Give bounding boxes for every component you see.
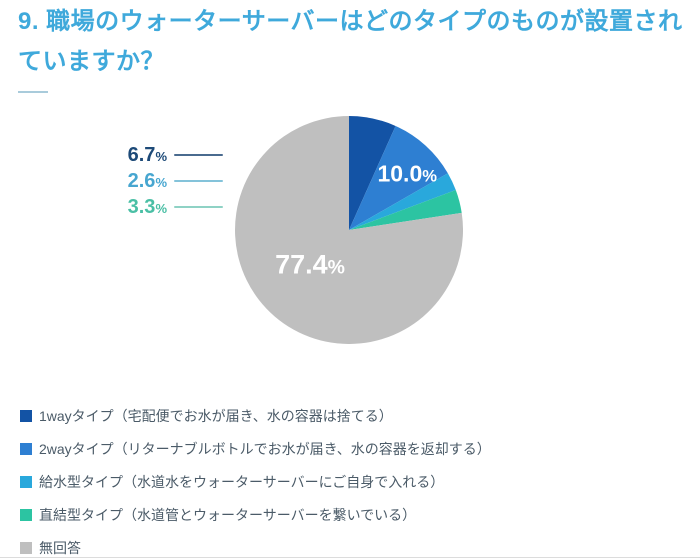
chart-legend: 1wayタイプ（宅配便でお水が届き、水の容器は捨てる） 2wayタイプ（リターナブ… bbox=[20, 406, 491, 558]
percent-sign: % bbox=[327, 256, 345, 279]
callout-leader-line bbox=[174, 154, 223, 156]
legend-label: 無回答 bbox=[39, 540, 81, 556]
slice-value-label-4: 77.4% bbox=[275, 249, 345, 280]
legend-label: 給水型タイプ（水道水をウォーターサーバーにご自身で入れる） bbox=[39, 474, 445, 490]
pie-slice-4 bbox=[235, 116, 463, 344]
legend-swatch bbox=[20, 509, 32, 521]
legend-swatch bbox=[20, 410, 32, 422]
legend-item-4: 無回答 bbox=[20, 538, 491, 558]
legend-item-1: 2wayタイプ（リターナブルボトルでお水が届き、水の容器を返却する） bbox=[20, 439, 491, 459]
callout-value-text: 3.3 bbox=[127, 196, 156, 218]
callout-leader-line bbox=[174, 206, 223, 208]
legend-label: 1wayタイプ（宅配便でお水が届き、水の容器は捨てる） bbox=[39, 408, 393, 424]
pie-slice-1 bbox=[349, 125, 448, 230]
pie-slice-0 bbox=[349, 116, 396, 230]
pie-chart bbox=[235, 116, 463, 344]
callout-labels: 6.7% 2.6% 3.3% bbox=[115, 142, 223, 220]
legend-swatch bbox=[20, 443, 32, 455]
percent-sign: % bbox=[155, 149, 167, 164]
legend-swatch bbox=[20, 476, 32, 488]
pie-slice-3 bbox=[349, 190, 462, 230]
callout-0: 6.7% bbox=[115, 142, 223, 168]
title-underline bbox=[18, 91, 48, 93]
callout-value-text: 6.7 bbox=[127, 144, 156, 166]
pie-slice-2 bbox=[349, 173, 456, 230]
callout-3: 3.3% bbox=[115, 194, 223, 220]
percent-sign: % bbox=[422, 166, 437, 186]
percent-sign: % bbox=[155, 201, 167, 216]
callout-2: 2.6% bbox=[115, 168, 223, 194]
callout-leader-line bbox=[174, 180, 223, 182]
legend-label: 直結型タイプ（水道管とウォーターサーバーを繋いでいる） bbox=[39, 507, 417, 523]
callout-value: 3.3% bbox=[115, 197, 167, 217]
slice-value-label-1: 10.0% bbox=[377, 162, 436, 185]
legend-item-0: 1wayタイプ（宅配便でお水が届き、水の容器は捨てる） bbox=[20, 406, 491, 426]
legend-swatch bbox=[20, 542, 32, 554]
callout-value-text: 2.6 bbox=[127, 170, 156, 192]
slice-value-text: 10.0 bbox=[377, 160, 423, 187]
pie-chart-area: 10.0% 77.4% bbox=[235, 116, 463, 344]
legend-label: 2wayタイプ（リターナブルボトルでお水が届き、水の容器を返却する） bbox=[39, 441, 491, 457]
slice-value-text: 77.4 bbox=[275, 249, 328, 280]
legend-item-2: 給水型タイプ（水道水をウォーターサーバーにご自身で入れる） bbox=[20, 472, 491, 492]
callout-value: 6.7% bbox=[115, 145, 167, 165]
callout-value: 2.6% bbox=[115, 171, 167, 191]
percent-sign: % bbox=[155, 175, 167, 190]
legend-item-3: 直結型タイプ（水道管とウォーターサーバーを繋いでいる） bbox=[20, 505, 491, 525]
question-title: 9. 職場のウォーターサーバーはどのタイプのものが設置されていますか？ bbox=[18, 8, 683, 75]
